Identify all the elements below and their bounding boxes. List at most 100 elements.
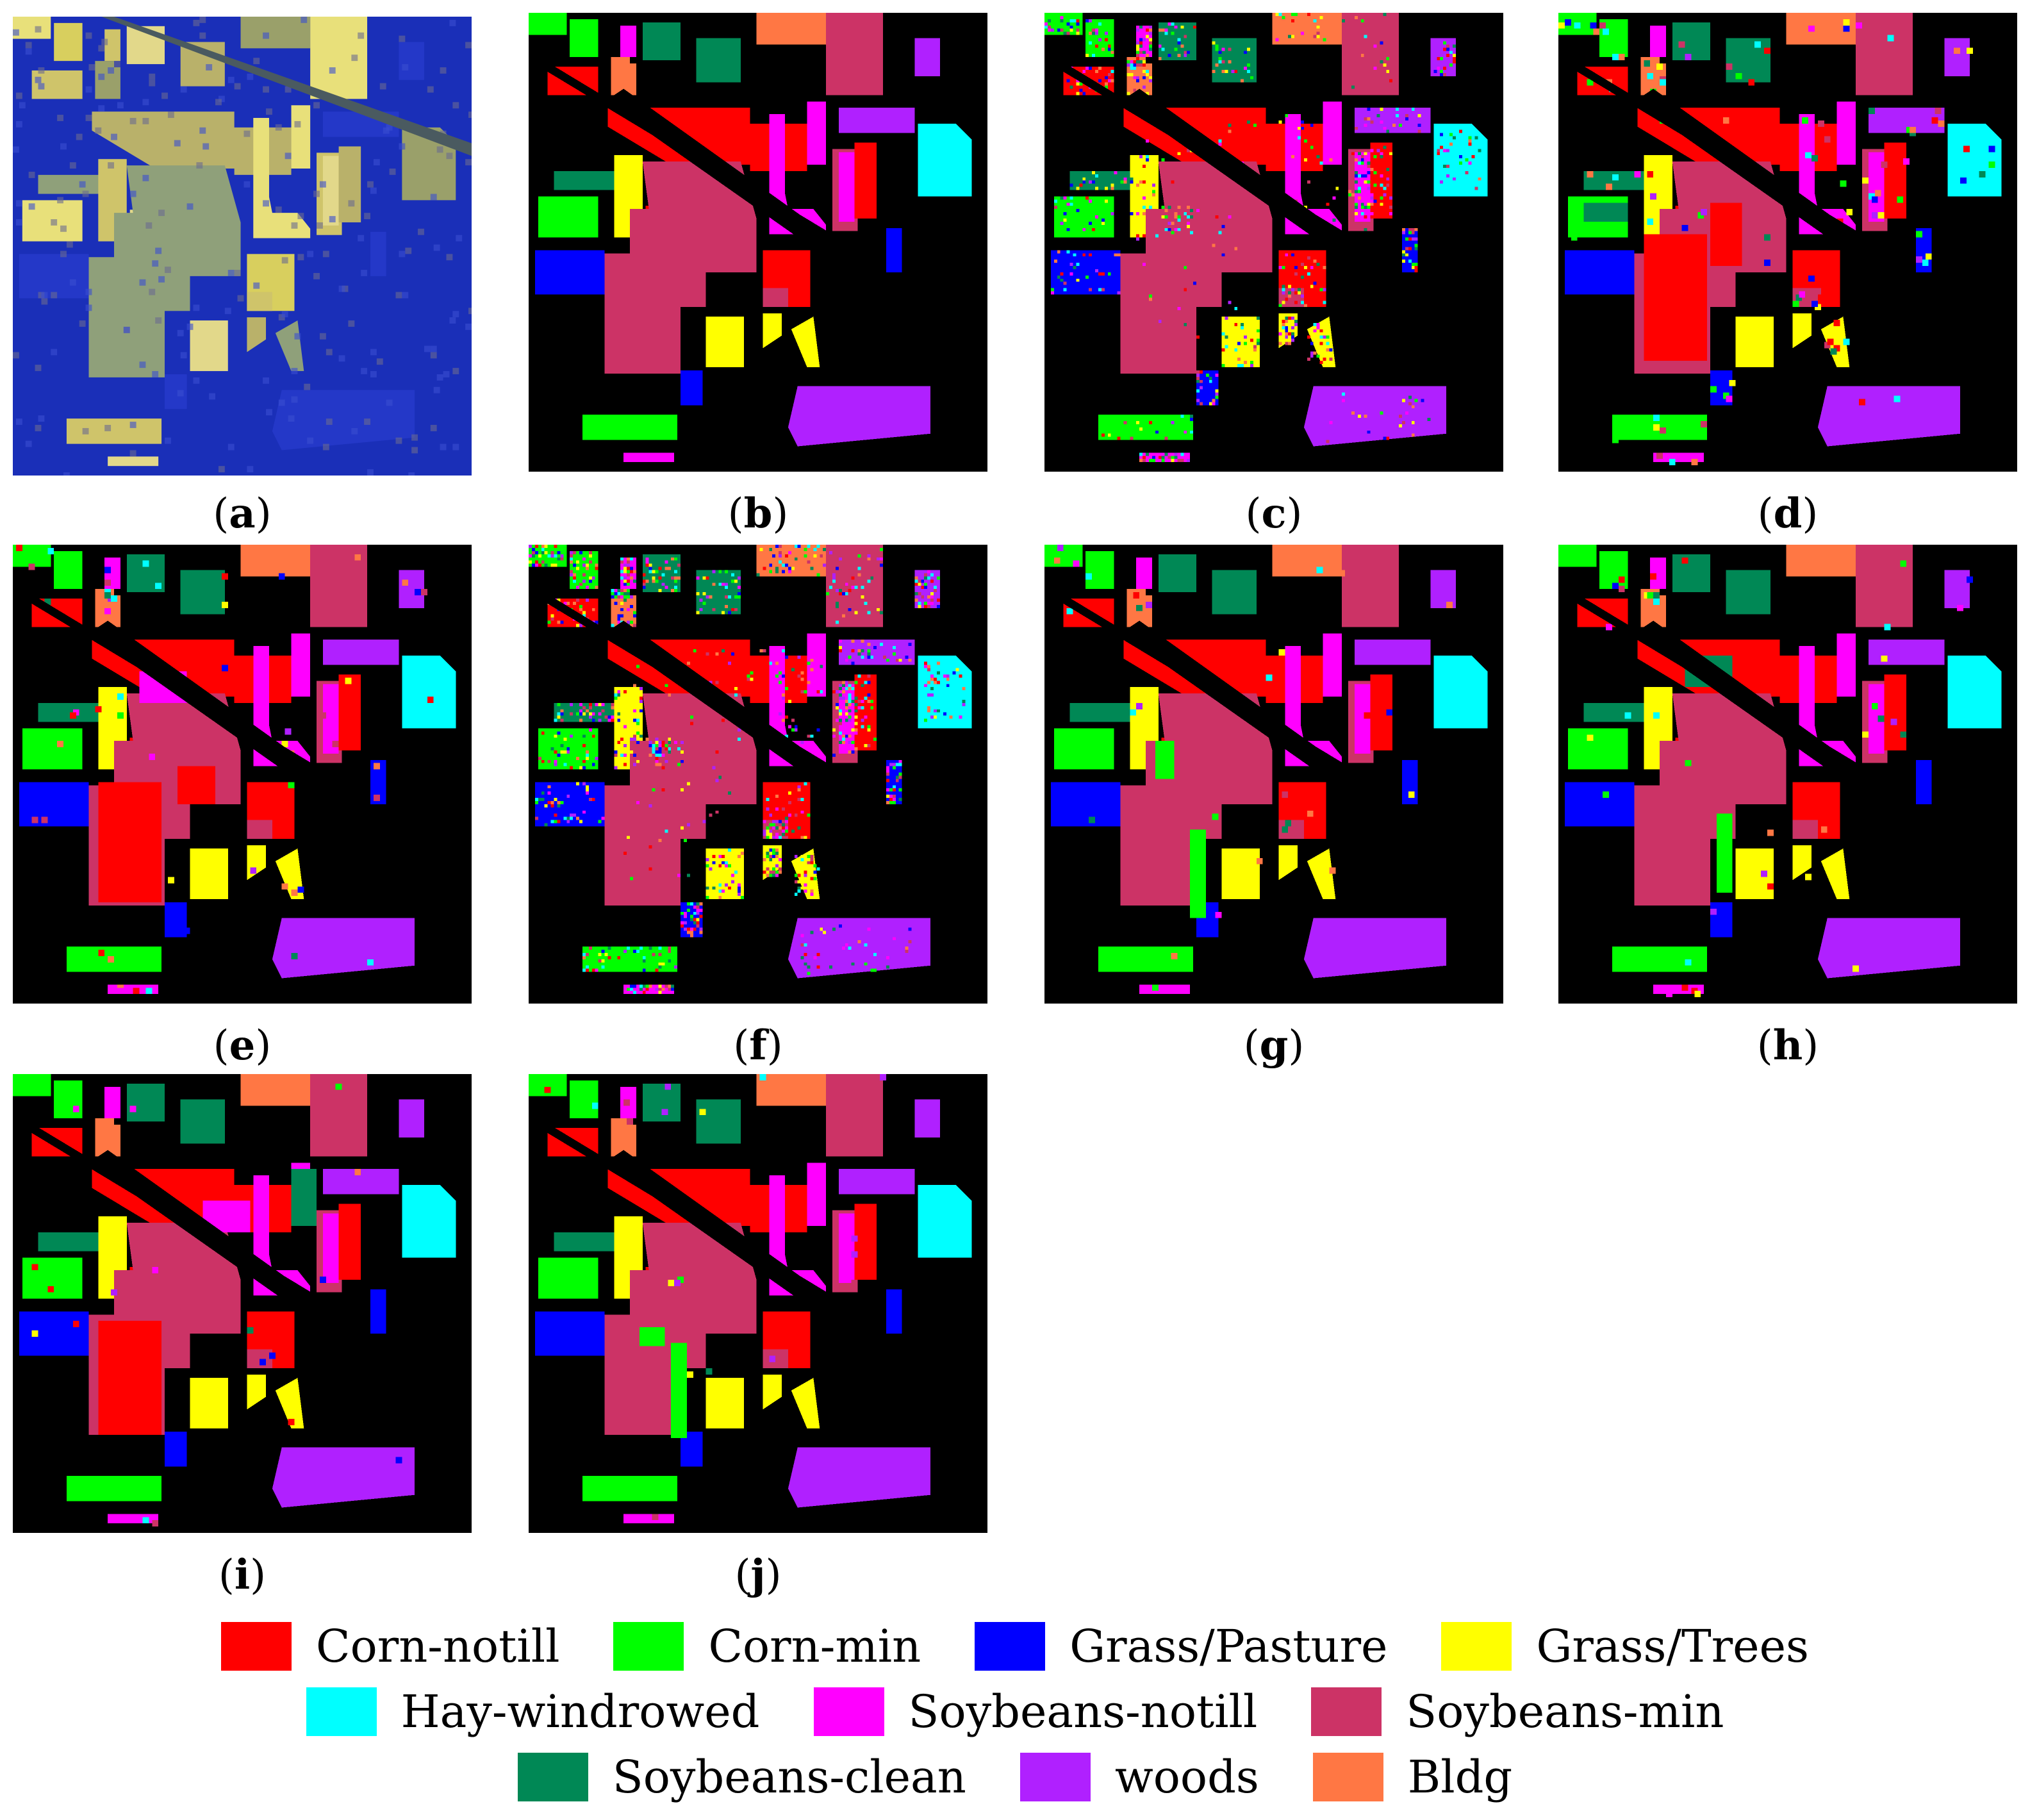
parcel xyxy=(1612,947,1708,972)
parcel xyxy=(1158,554,1197,593)
noise-pixel xyxy=(642,968,646,972)
noise-pixel xyxy=(797,826,801,830)
noise-pixel xyxy=(1158,459,1162,463)
texture-pixel xyxy=(82,190,89,197)
parcel xyxy=(95,1118,115,1128)
noise-pixel xyxy=(560,620,564,624)
noise-pixel xyxy=(930,687,934,691)
noise-pixel xyxy=(627,570,631,574)
noise-pixel xyxy=(775,870,779,874)
noise-pixel xyxy=(661,573,665,577)
noise-pixel xyxy=(1196,335,1200,339)
noise-pixel xyxy=(905,655,909,659)
noise-pixel xyxy=(1915,231,1922,238)
noise-pixel xyxy=(1408,240,1412,244)
noise-pixel xyxy=(560,554,564,558)
noise-pixel xyxy=(1647,592,1654,599)
noise-pixel xyxy=(864,681,868,684)
noise-pixel xyxy=(1307,272,1310,276)
texture-pixel xyxy=(307,437,314,444)
noise-pixel xyxy=(1558,22,1565,29)
noise-pixel xyxy=(22,547,29,554)
noise-pixel xyxy=(1411,231,1415,235)
noise-pixel xyxy=(1171,420,1175,424)
noise-pixel xyxy=(1323,358,1326,361)
noise-pixel xyxy=(1069,19,1073,22)
noise-pixel xyxy=(766,836,770,840)
noise-pixel xyxy=(702,601,706,605)
noise-pixel xyxy=(639,734,643,738)
noise-pixel xyxy=(630,567,633,570)
noise-pixel xyxy=(570,702,574,706)
noise-pixel xyxy=(779,712,782,716)
noise-pixel xyxy=(607,962,611,966)
noise-pixel xyxy=(658,747,662,750)
noise-pixel xyxy=(1357,161,1361,165)
noise-pixel xyxy=(1069,203,1073,206)
noise-pixel xyxy=(1047,28,1051,32)
noise-pixel xyxy=(784,734,788,738)
texture-pixel xyxy=(326,349,333,356)
noise-pixel xyxy=(1910,126,1916,133)
noise-pixel xyxy=(1139,155,1143,159)
noise-pixel xyxy=(598,718,602,722)
noise-pixel xyxy=(832,728,836,732)
noise-pixel xyxy=(813,870,817,874)
noise-pixel xyxy=(779,550,782,554)
legend-swatch xyxy=(306,1687,377,1736)
noise-pixel xyxy=(1148,76,1152,79)
noise-pixel xyxy=(731,880,734,884)
texture-pixel xyxy=(35,76,42,83)
noise-pixel xyxy=(1171,221,1175,225)
noise-pixel xyxy=(1089,19,1093,22)
parcel xyxy=(1944,38,1970,76)
noise-pixel xyxy=(595,570,598,574)
noise-pixel xyxy=(550,614,554,618)
noise-pixel xyxy=(1386,709,1393,716)
noise-pixel xyxy=(1190,424,1194,427)
noise-pixel xyxy=(1148,25,1152,29)
noise-pixel xyxy=(1665,991,1672,998)
noise-pixel xyxy=(664,567,668,570)
noise-pixel xyxy=(1900,560,1907,567)
noise-pixel xyxy=(529,560,532,564)
noise-pixel xyxy=(1408,228,1412,231)
noise-pixel xyxy=(870,655,874,659)
noise-pixel xyxy=(1640,620,1647,627)
noise-pixel xyxy=(936,702,940,706)
noise-pixel xyxy=(936,598,940,602)
texture-pixel xyxy=(247,466,254,473)
texture-pixel xyxy=(60,143,67,150)
noise-pixel xyxy=(1339,570,1346,577)
noise-pixel xyxy=(699,924,703,928)
noise-pixel xyxy=(784,816,788,820)
noise-pixel xyxy=(623,592,627,596)
noise-pixel xyxy=(1278,649,1285,656)
parcel xyxy=(1792,845,1812,881)
noise-pixel xyxy=(1364,152,1367,156)
noise-pixel xyxy=(1307,180,1310,184)
noise-pixel xyxy=(1136,237,1140,241)
parcel xyxy=(1433,655,1488,729)
noise-pixel xyxy=(965,702,969,706)
field xyxy=(310,17,368,99)
texture-pixel xyxy=(41,298,48,305)
noise-pixel xyxy=(1256,338,1260,342)
noise-pixel xyxy=(797,886,801,890)
noise-pixel xyxy=(1599,22,1606,29)
parcel xyxy=(180,1099,225,1144)
noise-pixel xyxy=(1685,54,1692,61)
noise-pixel xyxy=(601,816,605,820)
noise-pixel xyxy=(728,608,732,611)
noise-pixel xyxy=(1865,66,1872,73)
noise-pixel xyxy=(838,693,842,697)
parcel xyxy=(38,702,102,722)
noise-pixel xyxy=(835,690,839,694)
noise-pixel xyxy=(854,681,858,684)
noise-pixel xyxy=(886,800,889,804)
noise-pixel xyxy=(585,756,589,760)
noise-pixel xyxy=(1300,31,1304,35)
noise-pixel xyxy=(534,816,538,820)
noise-pixel xyxy=(1151,456,1155,459)
parcel xyxy=(886,228,902,272)
